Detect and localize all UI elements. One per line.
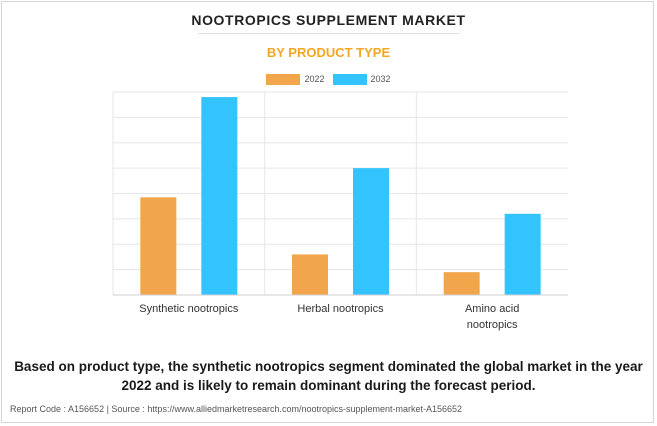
bar-2022 (140, 197, 177, 295)
x-tick-label: Herbal nootropics (297, 303, 384, 315)
legend-label-2032: 2032 (370, 74, 391, 84)
chart-subtitle: BY PRODUCT TYPE (266, 45, 391, 60)
legend-swatch-2022 (266, 73, 301, 85)
legend-item-2032[interactable]: 2032 (332, 73, 391, 85)
legend-label-2022: 2022 (304, 74, 325, 84)
bar-2022 (292, 254, 328, 295)
legend: 2022 2032 (0, 72, 657, 86)
bar-2022 (443, 272, 480, 295)
title-divider (198, 33, 460, 34)
x-tick-label-line: nootropics (467, 319, 518, 331)
x-tick-label-line: Amino acid (465, 303, 519, 315)
chart-title: NOOTROPICS SUPPLEMENT MARKET (191, 12, 466, 28)
bar-2032 (353, 168, 389, 295)
x-tick-label: Synthetic nootropics (139, 303, 239, 315)
legend-item-2022[interactable]: 2022 (266, 73, 325, 85)
chart-caption: Based on product type, the synthetic noo… (14, 359, 643, 393)
bar-2032 (201, 97, 238, 295)
x-tick-label-line: Herbal nootropics (297, 303, 384, 315)
x-tick-label-line: Synthetic nootropics (139, 303, 239, 315)
bar-2032 (504, 213, 541, 295)
legend-swatch-2032 (332, 73, 367, 85)
report-source-footer: Report Code : A156652 | Source : https:/… (10, 404, 463, 414)
x-tick-label: Amino acid nootropics (465, 303, 519, 331)
bar-chart: Synthetic nootropics Herbal nootropics Ami… (112, 91, 568, 331)
